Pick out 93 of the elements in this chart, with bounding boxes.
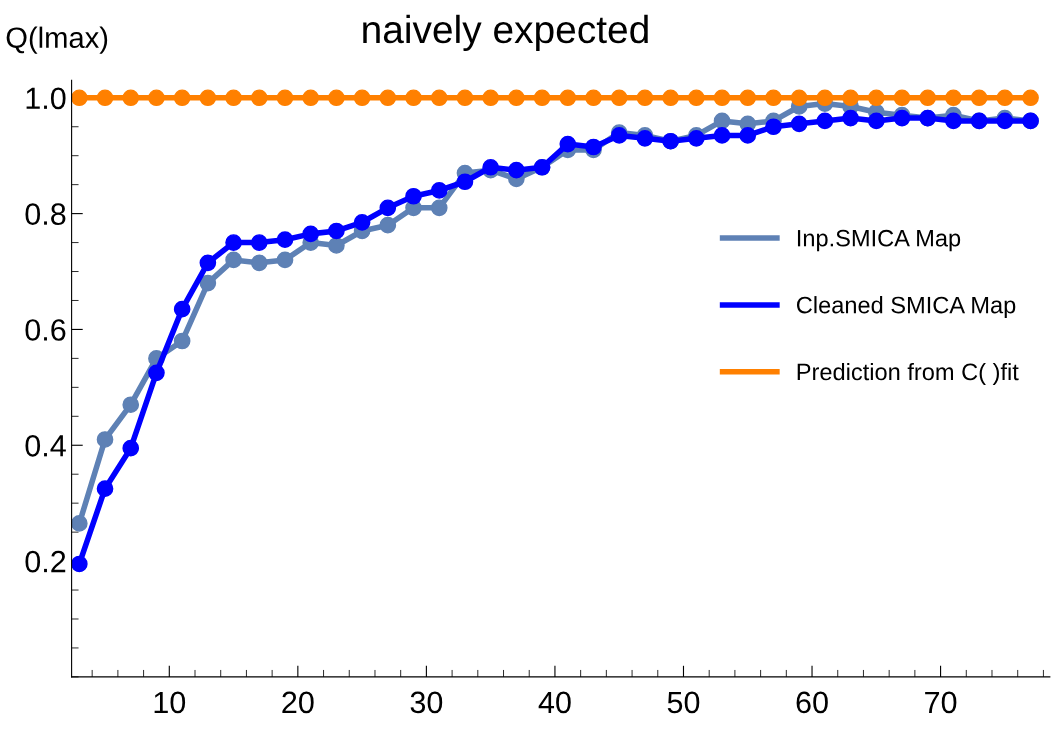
point bbox=[816, 89, 834, 107]
point bbox=[148, 89, 165, 107]
point bbox=[765, 89, 782, 107]
point bbox=[199, 274, 217, 292]
x-tick-label: 40 bbox=[538, 691, 571, 714]
point bbox=[173, 89, 191, 107]
point bbox=[713, 112, 731, 130]
point bbox=[173, 300, 191, 318]
point bbox=[96, 480, 114, 498]
point bbox=[302, 89, 320, 107]
point bbox=[225, 234, 242, 251]
point bbox=[610, 89, 628, 107]
point bbox=[173, 332, 191, 350]
point bbox=[970, 89, 988, 107]
y-tick-label: 0.4 bbox=[25, 434, 66, 457]
point bbox=[636, 89, 654, 107]
point bbox=[328, 89, 345, 107]
point bbox=[71, 515, 88, 532]
point bbox=[276, 231, 294, 249]
x-tick-label: 10 bbox=[154, 691, 186, 714]
x-tick-label: 20 bbox=[282, 691, 314, 714]
point bbox=[739, 89, 757, 107]
point bbox=[1022, 89, 1039, 107]
point bbox=[945, 112, 962, 130]
x-tick-label: 60 bbox=[796, 691, 828, 714]
point bbox=[430, 199, 448, 217]
point bbox=[688, 89, 705, 107]
point bbox=[713, 127, 731, 144]
point bbox=[122, 439, 140, 457]
point bbox=[199, 254, 217, 272]
point bbox=[765, 118, 782, 136]
point bbox=[482, 89, 499, 107]
y-tick-label: 1.0 bbox=[26, 87, 66, 110]
point bbox=[276, 89, 294, 107]
point bbox=[96, 89, 114, 107]
point bbox=[225, 251, 242, 269]
point bbox=[456, 89, 474, 107]
y-axis-title: Q(lmax) bbox=[6, 26, 108, 54]
point bbox=[353, 213, 371, 231]
point bbox=[996, 89, 1014, 107]
point bbox=[585, 89, 602, 107]
point bbox=[816, 112, 834, 130]
point bbox=[405, 89, 422, 107]
point bbox=[867, 112, 885, 130]
point bbox=[122, 396, 140, 414]
point bbox=[250, 254, 268, 272]
point bbox=[405, 187, 422, 205]
point bbox=[379, 216, 397, 234]
point bbox=[533, 89, 551, 107]
point bbox=[842, 109, 859, 127]
point bbox=[739, 127, 757, 144]
point bbox=[456, 173, 474, 191]
point bbox=[276, 251, 294, 269]
point bbox=[430, 89, 448, 107]
y-tick-label: 0.6 bbox=[25, 319, 66, 341]
y-tick-label: 0.2 bbox=[25, 550, 66, 573]
point bbox=[122, 89, 140, 107]
x-tick-label: 30 bbox=[410, 691, 443, 714]
y-tick-label: 0.8 bbox=[25, 203, 66, 225]
point bbox=[328, 222, 345, 240]
x-tick-label: 50 bbox=[667, 691, 700, 714]
point bbox=[199, 89, 217, 107]
chart-title: naively expected bbox=[363, 14, 648, 52]
legend-label: Inp.SMICA Map bbox=[797, 229, 961, 252]
point bbox=[508, 161, 525, 179]
point bbox=[225, 89, 242, 107]
point bbox=[302, 225, 320, 243]
point bbox=[713, 89, 731, 107]
point bbox=[71, 89, 88, 107]
point bbox=[250, 89, 268, 107]
point bbox=[919, 89, 937, 107]
point bbox=[790, 115, 808, 133]
point bbox=[379, 89, 397, 107]
point bbox=[250, 234, 268, 251]
point bbox=[508, 89, 525, 107]
point bbox=[328, 237, 345, 254]
legend-label: Prediction from C( )fit bbox=[797, 362, 1019, 385]
x-tick-label: 70 bbox=[925, 691, 957, 714]
point bbox=[148, 364, 165, 382]
point bbox=[71, 555, 88, 573]
point bbox=[353, 89, 371, 107]
point bbox=[867, 89, 885, 107]
point bbox=[379, 199, 397, 217]
point bbox=[662, 89, 679, 107]
point bbox=[945, 89, 962, 107]
point bbox=[559, 135, 577, 153]
point bbox=[790, 89, 808, 107]
point bbox=[893, 89, 911, 107]
point bbox=[430, 182, 448, 199]
legend-label: Cleaned SMICA Map bbox=[796, 296, 1016, 319]
point bbox=[96, 431, 114, 448]
point bbox=[842, 89, 859, 107]
point bbox=[559, 89, 577, 107]
